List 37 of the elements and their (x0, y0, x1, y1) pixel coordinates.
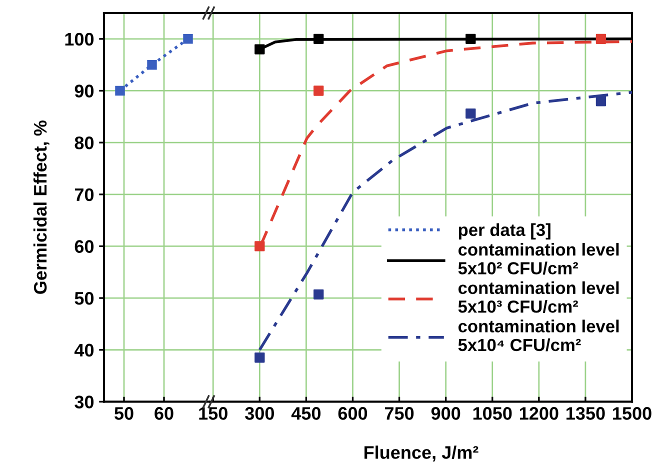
point (314, 86, 324, 96)
point (183, 34, 193, 44)
x-tick-label: 1350 (566, 407, 605, 420)
x-tick-label: 1500 (613, 407, 652, 420)
y-tick-label: 60 (74, 240, 94, 253)
point (254, 241, 265, 252)
point (596, 96, 606, 106)
point (254, 352, 265, 363)
x-tick-label: 60 (154, 407, 174, 420)
x-tick-label: 750 (384, 407, 414, 420)
point (314, 289, 324, 300)
point (314, 34, 324, 44)
x-tick-label: 50 (114, 407, 134, 420)
x-tick-label: 600 (338, 407, 368, 420)
point (466, 108, 476, 119)
y-tick-label: 90 (74, 84, 94, 98)
x-tick-label: 1200 (520, 407, 558, 420)
x-axis-title: Fluence, J/m² (364, 446, 478, 462)
x-tick-label: 900 (431, 407, 460, 420)
x-tick-label: 300 (245, 407, 274, 420)
legend-label: contamination level 5x10⁴ CFU/cm² (458, 320, 619, 352)
point (466, 34, 476, 44)
x-tick-label: 150 (199, 407, 228, 420)
point (254, 44, 265, 54)
y-axis-title: Germicidal Effect, % (33, 120, 50, 294)
point (147, 60, 157, 70)
y-tick-label: 100 (65, 32, 94, 46)
point (115, 86, 125, 96)
x-tick-label: 450 (291, 407, 321, 420)
y-tick-label: 30 (74, 396, 94, 408)
x-tick-label: 1050 (473, 407, 512, 420)
y-tick-label: 40 (74, 344, 94, 357)
legend-label: per data [3] (458, 223, 550, 240)
point (596, 34, 606, 44)
y-tick-label: 50 (74, 292, 94, 305)
y-tick-label: 70 (74, 188, 94, 202)
y-tick-label: 80 (74, 136, 94, 150)
